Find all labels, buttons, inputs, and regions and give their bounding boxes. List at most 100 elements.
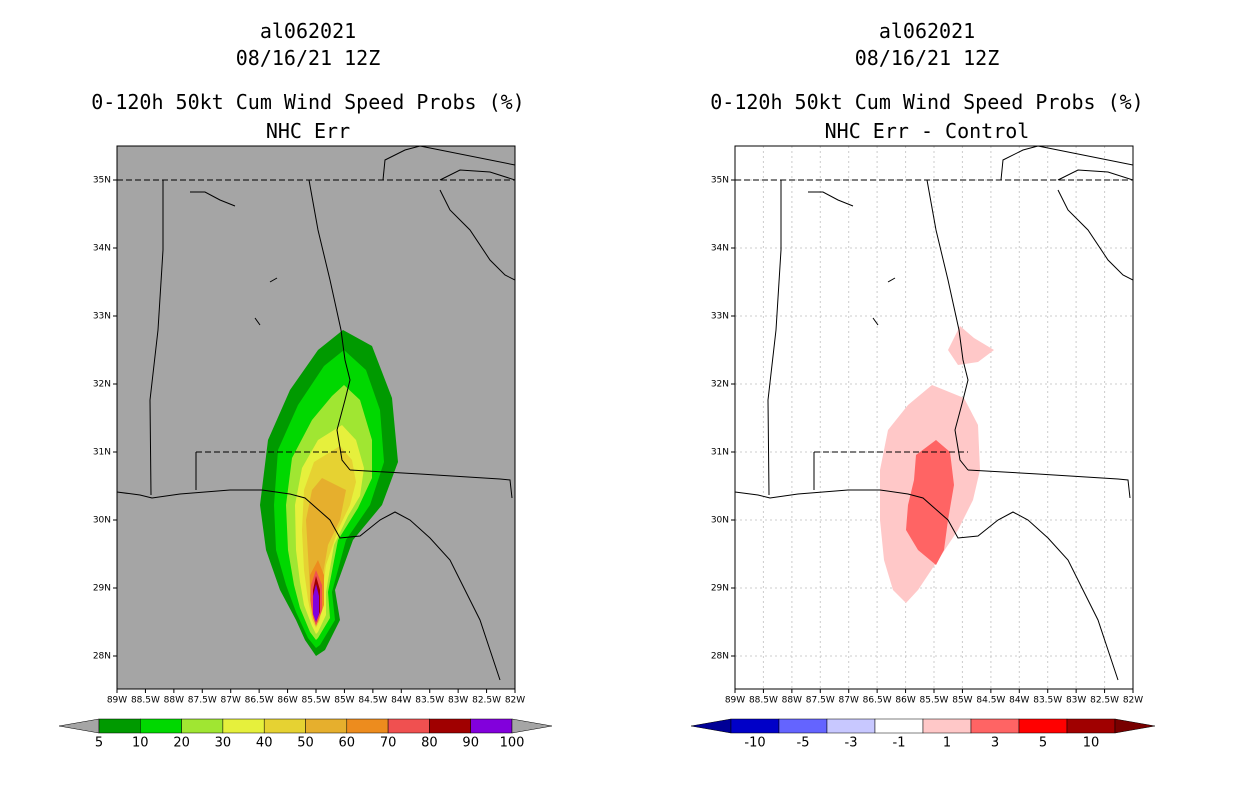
lon-tick-label: 85W — [952, 696, 972, 706]
lat-tick-label: 29N — [711, 584, 729, 594]
right-longitude-labels: 89W 88.5W 88W 87.5W 87W 86.5W 86W 85.5W 85W 84.5W… — [725, 689, 1143, 706]
lon-tick-label: 84.5W — [976, 696, 1005, 706]
lat-tick-label: 34N — [711, 244, 729, 254]
colorbar-label: 5 — [95, 736, 103, 751]
lon-tick-label: 88.5W — [749, 696, 778, 706]
lat-tick-label: 29N — [93, 584, 111, 594]
colorbar-left-arrow — [690, 718, 732, 734]
lon-tick-label: 89W — [107, 696, 127, 706]
colorbar-label: 80 — [421, 736, 438, 751]
colorbar-swatch — [305, 718, 348, 734]
colorbar-label: 10 — [132, 736, 149, 751]
colorbar-left-arrow — [58, 718, 100, 734]
colorbar-label: 100 — [500, 736, 525, 751]
colorbar-label: 30 — [215, 736, 232, 751]
lat-tick-label: 35N — [711, 176, 729, 186]
lat-tick-label: 28N — [711, 652, 729, 662]
lon-tick-label: 87W — [221, 696, 241, 706]
probability-contours — [260, 330, 398, 656]
left-longitude-labels: 89W 88.5W 88W 87.5W 87W 86.5W 86W 85.5W 85W 84.5W… — [107, 689, 525, 706]
colorbar-swatch — [470, 718, 513, 734]
colorbar-swatch — [970, 718, 1020, 734]
lat-tick-label: 33N — [711, 312, 729, 322]
colorbar-label: -5 — [797, 736, 810, 751]
lon-tick-label: 88W — [164, 696, 184, 706]
left-probability-map: 35N 34N 33N 32N 31N 30N 29N 28N 89W 88.5W 88W 87.5… — [58, 145, 553, 751]
colorbar-swatch — [730, 718, 780, 734]
colorbar-swatch — [874, 718, 924, 734]
left-latitude-labels: 35N 34N 33N 32N 31N 30N 29N 28N — [93, 176, 117, 662]
left-title-model: NHC Err — [265, 119, 351, 143]
lon-tick-label: 83W — [448, 696, 468, 706]
state-boundaries — [735, 146, 1133, 681]
lat-tick-label: 34N — [93, 244, 111, 254]
lon-tick-label: 82W — [505, 696, 525, 706]
colorbar-label: 1 — [943, 736, 951, 751]
lon-tick-label: 86W — [895, 696, 915, 706]
colorbar-swatch — [263, 718, 306, 734]
lon-tick-label: 82W — [1123, 696, 1143, 706]
colorbar-right-arrow — [1114, 718, 1156, 734]
lon-tick-label: 84W — [1009, 696, 1029, 706]
colorbar-swatch — [140, 718, 182, 734]
left-colorbar: 5 10 20 30 40 50 60 70 80 90 100 — [58, 718, 553, 751]
colorbar-label: 50 — [297, 736, 314, 751]
colorbar-label: 40 — [256, 736, 273, 751]
lon-tick-label: 87.5W — [188, 696, 217, 706]
colorbar-swatch — [346, 718, 389, 734]
lon-tick-label: 83.5W — [1033, 696, 1062, 706]
lon-tick-label: 85.5W — [302, 696, 331, 706]
lat-tick-label: 30N — [711, 516, 729, 526]
colorbar-right-arrow — [511, 718, 553, 734]
difference-contours — [880, 326, 994, 603]
colorbar-swatch — [1066, 718, 1116, 734]
colorbar-label: 20 — [173, 736, 190, 751]
lon-tick-label: 87W — [839, 696, 859, 706]
colorbar-swatch — [387, 718, 430, 734]
lon-tick-label: 88W — [782, 696, 802, 706]
lon-tick-label: 86W — [277, 696, 297, 706]
lat-tick-label: 31N — [93, 448, 111, 458]
lat-tick-label: 28N — [93, 652, 111, 662]
colorbar-swatch — [181, 718, 224, 734]
lat-tick-label: 33N — [93, 312, 111, 322]
right-title-product: 0-120h 50kt Cum Wind Speed Probs (%) — [710, 90, 1144, 114]
right-title-storm-id: al062021 — [878, 19, 976, 43]
left-title-date: 08/16/21 12Z — [235, 46, 381, 70]
lon-tick-label: 86.5W — [245, 696, 274, 706]
colorbar-swatch — [1018, 718, 1068, 734]
colorbar-label: 5 — [1039, 736, 1047, 751]
right-difference-map: 35N 34N 33N 32N 31N 30N 29N 28N 89W 88.5W 88W 87.5… — [690, 145, 1156, 751]
lon-tick-label: 82.5W — [472, 696, 501, 706]
lat-tick-label: 32N — [93, 380, 111, 390]
right-colorbar: -10 -5 -3 -1 1 3 5 10 — [690, 718, 1156, 751]
lon-tick-label: 85.5W — [920, 696, 949, 706]
lon-tick-label: 88.5W — [131, 696, 160, 706]
colorbar-label: 90 — [462, 736, 479, 751]
lat-tick-label: 35N — [93, 176, 111, 186]
lon-tick-label: 89W — [725, 696, 745, 706]
colorbar-label: 60 — [339, 736, 356, 751]
lon-tick-label: 83.5W — [415, 696, 444, 706]
colorbar-swatch — [98, 718, 141, 734]
lat-tick-label: 32N — [711, 380, 729, 390]
lon-tick-label: 85W — [334, 696, 354, 706]
colorbar-swatch — [222, 718, 265, 734]
right-latitude-labels: 35N 34N 33N 32N 31N 30N 29N 28N — [711, 176, 735, 662]
lon-tick-label: 82.5W — [1090, 696, 1119, 706]
colorbar-label: 3 — [991, 736, 999, 751]
lon-tick-label: 83W — [1066, 696, 1086, 706]
colorbar-label: 10 — [1083, 736, 1100, 751]
colorbar-label: -3 — [845, 736, 858, 751]
lat-tick-label: 31N — [711, 448, 729, 458]
colorbar-swatch — [826, 718, 876, 734]
lon-tick-label: 86.5W — [863, 696, 892, 706]
state-boundaries — [117, 146, 515, 681]
lat-tick-label: 30N — [93, 516, 111, 526]
colorbar-swatch — [778, 718, 828, 734]
lon-tick-label: 87.5W — [806, 696, 835, 706]
colorbar-label: -10 — [744, 736, 765, 751]
right-title-date: 08/16/21 12Z — [854, 46, 1000, 70]
colorbar-swatch — [429, 718, 471, 734]
left-title-product: 0-120h 50kt Cum Wind Speed Probs (%) — [91, 90, 525, 114]
